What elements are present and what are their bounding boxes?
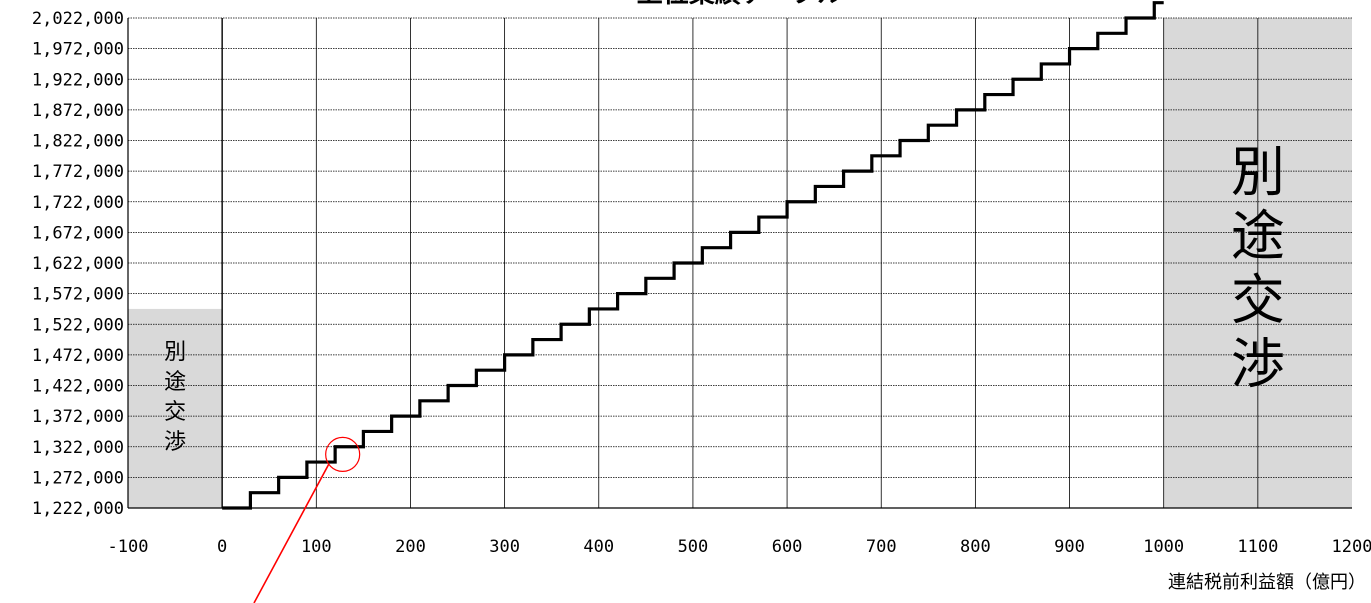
y-tick-label: 1,222,000: [32, 499, 124, 519]
x-tick-label: 1100: [1237, 537, 1278, 557]
x-tick-label: 100: [301, 537, 332, 557]
y-tick-label: 1,522,000: [32, 315, 124, 335]
x-tick-label: 500: [678, 537, 709, 557]
y-tick-label: 1,372,000: [32, 407, 124, 427]
y-tick-label: 1,272,000: [32, 468, 124, 488]
x-tick-label: 400: [583, 537, 614, 557]
y-tick-label: 1,872,000: [32, 101, 124, 121]
y-tick-label: 1,672,000: [32, 223, 124, 243]
y-axis: 1,222,000 1,272,000 1,322,000 1,372,000 1,42…: [32, 9, 124, 519]
compensation-step-line: [222, 1, 1164, 510]
x-tick-label: 300: [489, 537, 520, 557]
y-tick-label: 1,722,000: [32, 193, 124, 213]
y-tick-label: 1,572,000: [32, 285, 124, 305]
grid-layer: [127, 17, 1352, 509]
y-tick-label: 1,822,000: [32, 132, 124, 152]
x-tick-label: 1200: [1332, 537, 1371, 557]
annotation-circle: [325, 436, 361, 473]
x-tick-label: 600: [772, 537, 803, 557]
x-tick-label: -100: [108, 537, 149, 557]
x-axis-label: 連結税前利益額（億円）: [1168, 572, 1366, 593]
annotation-layer: [253, 436, 361, 603]
x-tick-label: 0: [217, 537, 227, 557]
y-tick-label: 1,322,000: [32, 438, 124, 458]
negotiation-region-1: [128, 308, 223, 508]
step-series: [222, 1, 1164, 510]
y-tick-label: 1,772,000: [32, 162, 124, 182]
chart-title: 上位業績テーブル: [637, 0, 843, 9]
y-tick-label: 1,972,000: [32, 40, 124, 60]
x-axis: -100 0 100 200 300 400 500 600 700 800 900 1000 1100…: [108, 537, 1371, 557]
y-tick-label: 1,472,000: [32, 346, 124, 366]
x-tick-label: 1000: [1143, 537, 1184, 557]
x-tick-label: 700: [866, 537, 897, 557]
annotation-pointer: [253, 464, 330, 603]
x-tick-label: 200: [395, 537, 426, 557]
y-tick-label: 1,922,000: [32, 70, 124, 90]
x-tick-label: 900: [1054, 537, 1085, 557]
negotiation-label-1: 別途交渉: [164, 340, 186, 455]
y-tick-label: 2,022,000: [32, 9, 124, 29]
y-tick-label: 1,422,000: [32, 377, 124, 397]
x-tick-label: 800: [960, 537, 991, 557]
y-tick-label: 1,622,000: [32, 254, 124, 274]
